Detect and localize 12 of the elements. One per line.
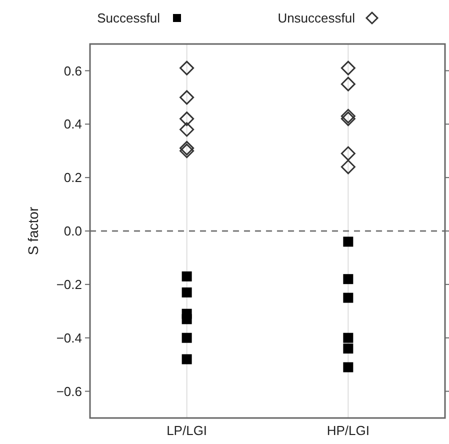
- legend-label: Successful: [97, 10, 160, 26]
- y-tick-label: −0.2: [56, 276, 82, 292]
- y-tick-label: −0.6: [56, 384, 82, 399]
- y-tick-label: 0.4: [64, 116, 82, 132]
- y-tick-label: 0.2: [64, 170, 82, 186]
- y-tick-label: −0.4: [56, 330, 82, 346]
- x-tick-label: HP/LGI: [326, 423, 370, 438]
- y-tick-label: 0.0: [64, 224, 82, 239]
- legend-label: Unsuccessful: [278, 10, 356, 26]
- y-tick-label: 0.6: [64, 63, 82, 78]
- y-axis-title: S factor: [25, 206, 41, 256]
- x-tick-label: LP/LGI: [166, 423, 208, 438]
